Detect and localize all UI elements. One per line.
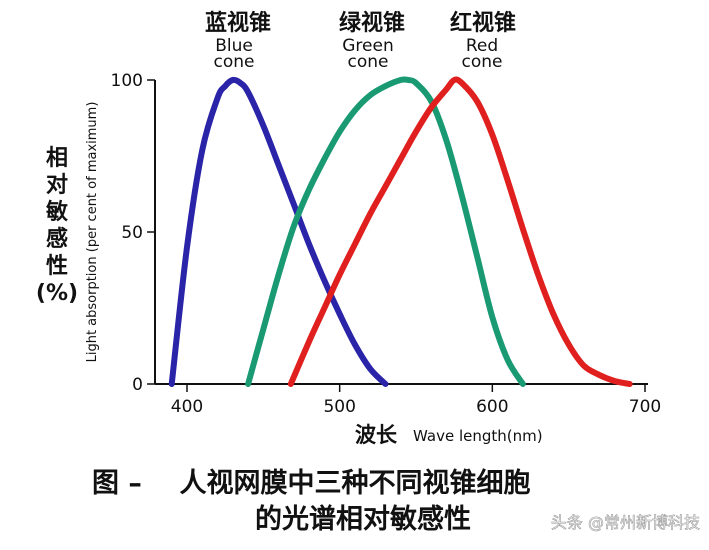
y-tick-label: 100 (111, 71, 143, 91)
red-cone-curve (287, 76, 633, 387)
series-label-blue-en-2: cone (214, 52, 255, 72)
x-tick-label: 500 (323, 397, 355, 417)
y-axis-label-cn-char: 感 (46, 226, 68, 252)
x-axis-label-cn: 波长 (355, 423, 398, 447)
y-axis-label-cn-char: 相 (46, 146, 68, 171)
series-label-blue-en-1: Blue (215, 36, 253, 56)
y-axis-label-cn-char: (%) (36, 281, 78, 306)
series-label-red-en-1: Red (466, 36, 498, 56)
series-label-green-en-1: Green (342, 36, 393, 56)
x-tick-label: 700 (629, 397, 661, 417)
caption-line-2: 的光谱相对敏感性 (255, 503, 471, 535)
blue-cone-curve (168, 76, 389, 387)
y-tick-label: 50 (121, 223, 143, 243)
series-label-red-cn: 红视锥 (450, 10, 516, 36)
series-label-blue-cn: 蓝视锥 (205, 10, 271, 36)
series-label-red-en-2: cone (462, 52, 503, 72)
y-axis-label-cn-char: 敏 (45, 199, 68, 225)
axis-ticks: 400 500 600 700 0 50 100 (111, 71, 662, 417)
y-tick-label: 0 (132, 375, 143, 395)
y-axis-label-cn-char: 性 (46, 254, 68, 279)
sensitivity-curves (168, 76, 633, 387)
y-axis-label-cn-char: 对 (46, 173, 68, 198)
green-cone-curve (245, 76, 526, 387)
series-label-green-cn: 绿视锥 (339, 10, 405, 36)
x-tick-label: 400 (171, 397, 203, 417)
x-axis-label-en: Wave length(nm) (413, 427, 543, 445)
y-axis-label-en: Light absorption (per cent of maximum) (85, 102, 100, 363)
x-tick-label: 600 (476, 397, 508, 417)
y-axis-label-cn: 相对敏感性(%) (36, 146, 78, 306)
watermark: 头条 @常州新博科技 (551, 513, 700, 532)
caption-line-1: 图 – 人视网膜中三种不同视锥细胞 (92, 467, 531, 499)
series-label-green-en-2: cone (348, 52, 389, 72)
